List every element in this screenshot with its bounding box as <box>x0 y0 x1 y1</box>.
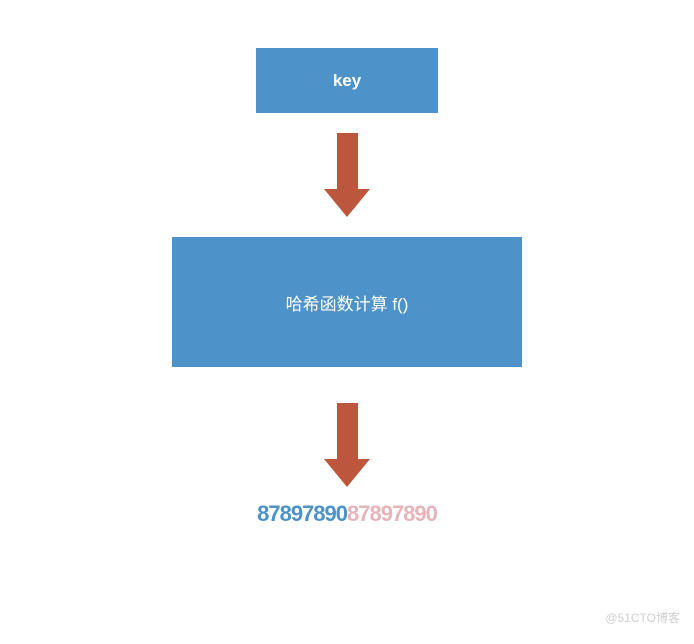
key-box: key <box>256 48 438 113</box>
arrow-2-head <box>324 459 370 487</box>
hash-function-label: 哈希函数计算 f() <box>286 290 409 315</box>
result-part-b: 87897890 <box>347 501 437 527</box>
arrow-2 <box>324 403 370 487</box>
hash-function-box: 哈希函数计算 f() <box>172 237 522 367</box>
arrow-2-shaft <box>337 403 358 459</box>
result-part-a: 87897890 <box>257 501 347 527</box>
watermark-text: @51CTO博客 <box>605 609 680 626</box>
key-box-label: key <box>333 71 361 91</box>
arrow-1-shaft <box>337 133 358 189</box>
arrow-1 <box>324 133 370 217</box>
arrow-1-head <box>324 189 370 217</box>
diagram-container: key 哈希函数计算 f() 8789789087897890 <box>0 0 694 644</box>
result-text: 8789789087897890 <box>257 501 437 527</box>
